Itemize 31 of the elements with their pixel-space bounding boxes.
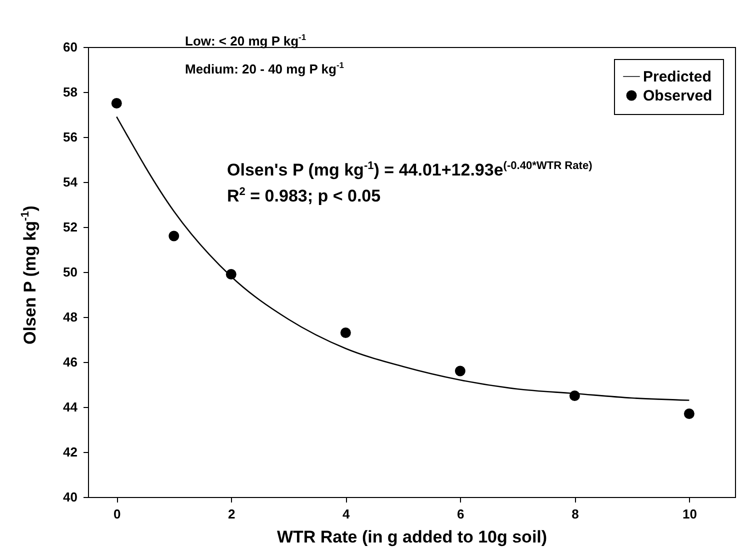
y-tick-label: 46 [63,354,78,370]
y-tick-label: 50 [63,264,78,280]
point [340,328,351,338]
annotation: R$^{2}$ = 0.983; p < 0.05 [227,186,381,207]
y-tick-label: 40 [63,490,78,504]
point [111,98,122,108]
point [569,390,580,401]
y-tick-label: 54 [63,174,78,190]
x-tick-label: 4 [342,506,351,522]
y-tick-label: 42 [63,444,78,460]
x-axis-title: WTR Rate (in g added to 10g soil) [276,528,548,546]
x-tick-label: 6 [457,506,464,522]
point [684,408,694,419]
x-tick-label: 8 [572,506,579,522]
y-tick-label: 58 [63,84,78,100]
annotation: Medium: 20 - 40 mg P kg$^{-1}$ [185,60,344,76]
legend-label: Observed [643,88,712,104]
point [168,230,180,242]
y-tick-label: 48 [63,310,78,324]
annotation: Olsen's P (mg kg$^{-1}$) = 44.01+12.93e$^{(-0.40*WTR Rate)}$ [227,160,592,181]
y-tick-label: 44 [63,400,78,414]
y-tick-label: 52 [63,220,78,234]
y-tick-label: 56 [63,130,78,144]
x-tick-label: 10 [682,506,697,522]
line-series [116,116,690,401]
point [454,366,466,376]
x-tick-label: 2 [228,506,236,522]
point [226,269,236,280]
y-tick-label: 60 [63,40,78,54]
x-tick-label: 0 [114,506,121,522]
legend-label: Predicted [643,68,712,86]
